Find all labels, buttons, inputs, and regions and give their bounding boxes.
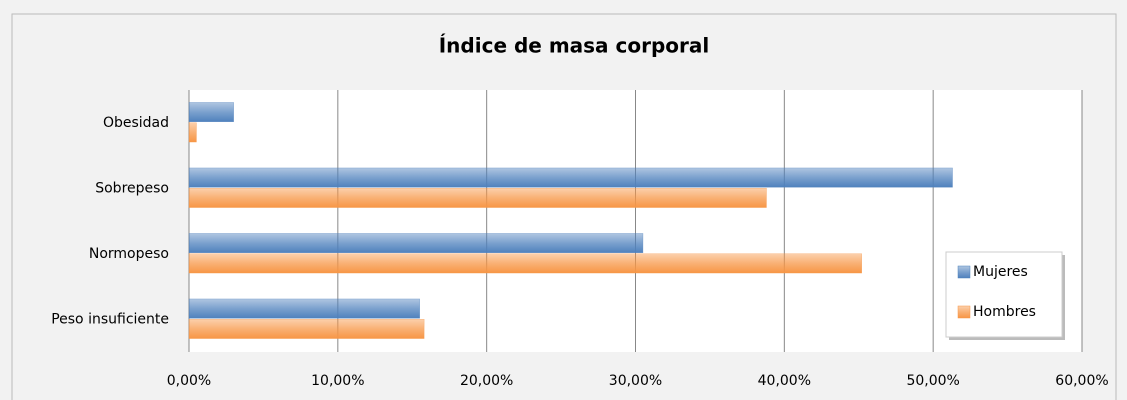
- legend-swatch: [957, 305, 971, 319]
- y-tick-label: Obesidad: [103, 115, 169, 131]
- bar: [188, 188, 767, 208]
- bar: [188, 298, 420, 319]
- bar: [188, 102, 234, 122]
- x-tick-label: 40,00%: [758, 373, 811, 389]
- legend-swatch: [957, 265, 971, 279]
- y-tick-label: Peso insuficiente: [51, 311, 169, 327]
- y-tick-label: Sobrepeso: [95, 180, 169, 196]
- legend-label: Hombres: [973, 304, 1036, 320]
- x-tick-label: 10,00%: [311, 373, 364, 389]
- x-tick-label: 30,00%: [609, 373, 662, 389]
- chart-title: Índice de masa corporal: [439, 34, 710, 58]
- x-tick-label: 20,00%: [460, 373, 513, 389]
- bar: [188, 122, 197, 143]
- x-tick-label: 0,00%: [167, 373, 211, 389]
- legend-label: Mujeres: [973, 264, 1028, 280]
- y-tick-label: Normopeso: [89, 246, 169, 262]
- bar: [188, 319, 425, 339]
- x-tick-label: 60,00%: [1055, 373, 1108, 389]
- bar: [188, 253, 862, 274]
- bar: [188, 167, 953, 188]
- x-tick-label: 50,00%: [906, 373, 959, 389]
- bar: [188, 233, 644, 254]
